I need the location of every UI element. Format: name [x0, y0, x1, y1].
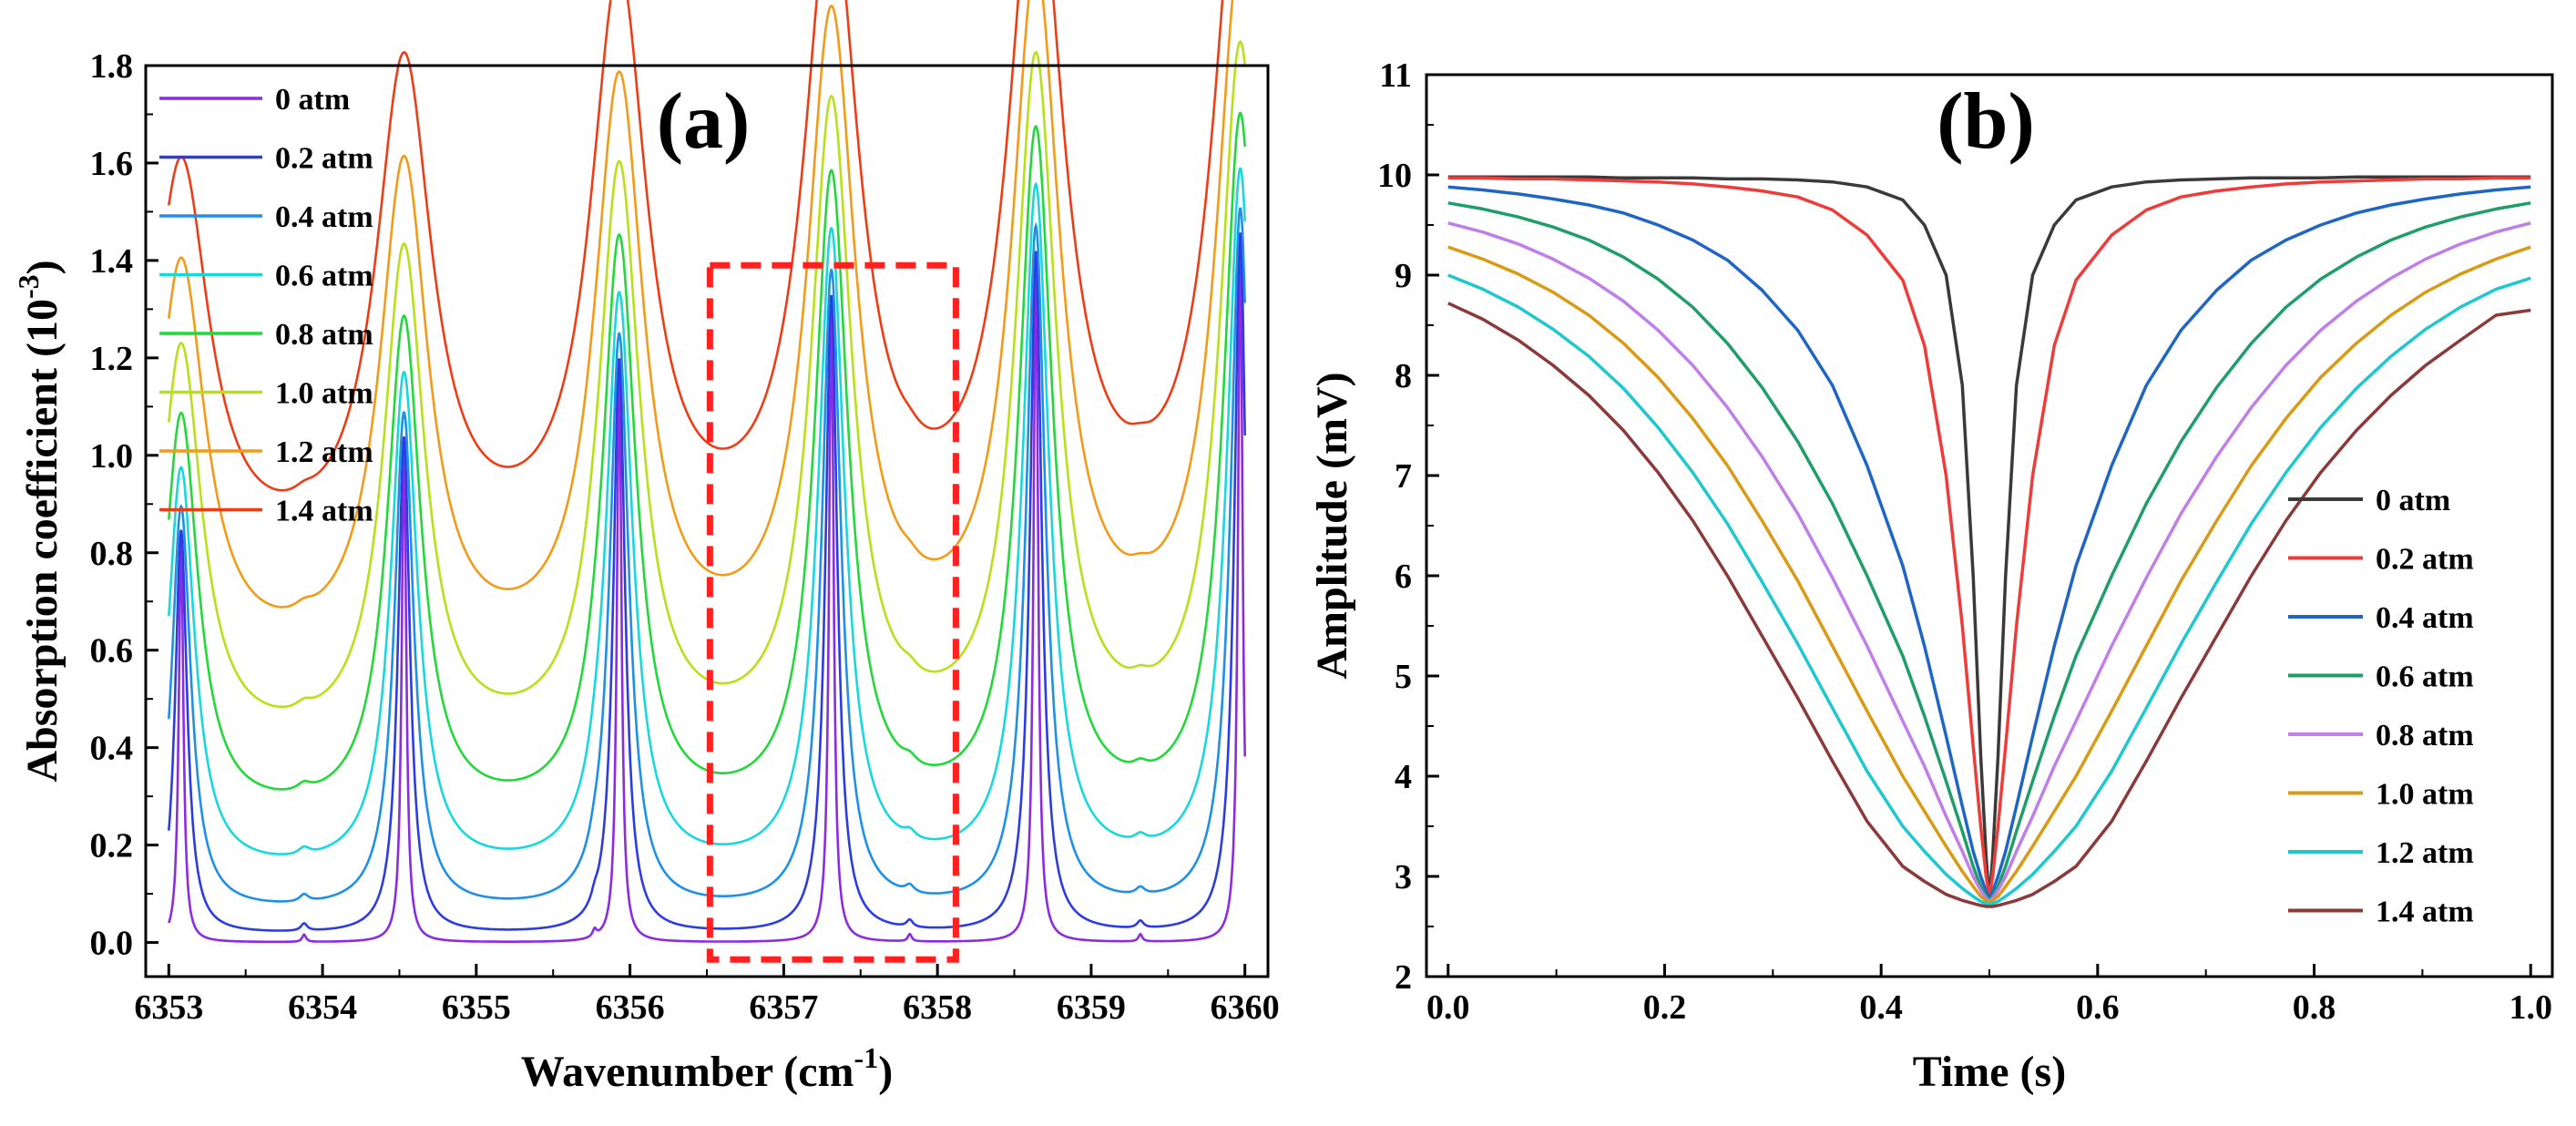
- chart-b-ytick-label: 9: [1395, 257, 1412, 295]
- chart-b-legend-label: 0.8 atm: [2376, 719, 2474, 752]
- chart-b-ticks: 0.0 0.2 0.4 0.6 0.8 1.0 2 3 4 5 6 7 8 9 10 11: [1377, 56, 2552, 1027]
- chart-a-ticks: 6353 6354 6355 6356 6357 6358 6359 6360 0.0 0.2 0.…: [90, 47, 1280, 1027]
- chart-b-ytick-label: 8: [1395, 357, 1412, 395]
- chart-b-ytick-label: 4: [1395, 758, 1412, 796]
- chart-a-xtick-label: 6358: [903, 988, 972, 1027]
- chart-a-ytick-label: 1.6: [90, 145, 134, 183]
- chart-a-panel-label: (a): [657, 77, 751, 166]
- chart-a-highlight-box: [706, 261, 959, 963]
- chart-b-legend: 0 atm 0.2 atm 0.4 atm 0.6 atm 0.8 atm 1.0 atm…: [2288, 484, 2474, 929]
- chart-a-xtick-label: 6359: [1057, 988, 1126, 1027]
- chart-b-ytick-label: 3: [1395, 858, 1412, 896]
- chart-b-legend-label: 0.4 atm: [2376, 601, 2474, 635]
- chart-b-ytick-label: 11: [1379, 56, 1412, 95]
- chart-b-ylabel: Amplitude (mV): [1308, 372, 1356, 679]
- chart-b-legend-label: 0.2 atm: [2376, 543, 2474, 577]
- chart-a-ytick-label: 1.4: [90, 242, 134, 281]
- chart-a-xtick-label: 6355: [442, 988, 511, 1027]
- chart-b-ytick-label: 2: [1395, 958, 1412, 997]
- chart-b-legend-label: 0.6 atm: [2376, 660, 2474, 694]
- chart-b-ytick-label: 7: [1395, 457, 1412, 496]
- chart-a-xtick-label: 6357: [749, 988, 818, 1027]
- chart-b-xtick-label: 0.2: [1643, 988, 1687, 1027]
- chart-a-ytick-label: 0.2: [90, 827, 134, 865]
- chart-a-xtick-label: 6356: [596, 988, 665, 1027]
- chart-a-xtick-label: 6354: [288, 988, 357, 1027]
- chart-a-legend-label: 0.2 atm: [275, 142, 373, 176]
- chart-a-legend-label: 1.2 atm: [275, 435, 373, 469]
- chart-b-legend-label: 0 atm: [2376, 484, 2450, 517]
- chart-a-series-line: [168, 0, 1234, 609]
- chart-b-ytick-label: 10: [1377, 157, 1412, 195]
- chart-b-series-line: [1447, 176, 2531, 898]
- chart-b-ytick-label: 6: [1395, 558, 1412, 596]
- chart-b-series-line: [1447, 175, 2531, 904]
- chart-b-xtick-label: 0.8: [2293, 988, 2336, 1027]
- chart-a-ytick-label: 1.0: [90, 437, 134, 476]
- chart-b-xtick-label: 0.4: [1859, 988, 1903, 1027]
- chart-a-legend-label: 0.4 atm: [275, 200, 373, 234]
- chart-b-panel-label: (b): [1937, 77, 2035, 166]
- chart-a-xlabel: Wavenumber (cm-1): [521, 1041, 893, 1096]
- chart-b-series-line: [1447, 273, 2531, 906]
- chart-b-legend-label: 1.4 atm: [2376, 896, 2474, 929]
- chart-a-xtick-label: 6353: [134, 988, 203, 1027]
- chart-b: 0.0 0.2 0.4 0.6 0.8 1.0 2 3 4 5 6 7 8 9 10 11 0 atm 0.2 …: [1308, 56, 2554, 1096]
- chart-a-legend-label: 1.0 atm: [275, 377, 373, 411]
- chart-b-series-line: [1447, 221, 2531, 904]
- chart-a-ytick-label: 0.0: [90, 925, 134, 963]
- chart-b-series-line: [1447, 302, 2531, 908]
- chart-a-ytick-label: 0.8: [90, 535, 134, 573]
- chart-b-xlabel: Time (s): [1913, 1048, 2066, 1096]
- chart-a-ytick-label: 1.8: [90, 47, 134, 86]
- chart-b-legend-label: 1.0 atm: [2376, 778, 2474, 812]
- chart-a-legend-label: 0 atm: [275, 83, 350, 117]
- chart-a-series-line: [168, 0, 1224, 492]
- chart-a-xtick-label: 6360: [1211, 988, 1280, 1027]
- chart-a: 6353 6354 6355 6356 6357 6358 6359 6360 0.0 0.2 0.…: [12, 0, 1280, 1096]
- chart-a-series-line: [168, 248, 1246, 944]
- chart-a-ytick-label: 0.4: [90, 730, 134, 768]
- chart-a-ylabel: Absorption coefficient (10-3): [12, 260, 66, 782]
- chart-b-series-line: [1447, 245, 2531, 905]
- chart-b-series-line: [1447, 201, 2531, 903]
- chart-a-ytick-label: 1.2: [90, 340, 134, 378]
- chart-a-legend-label: 1.4 atm: [275, 495, 373, 528]
- chart-b-xtick-label: 1.0: [2509, 988, 2552, 1027]
- chart-a-legend-label: 0.6 atm: [275, 260, 373, 293]
- chart-b-series-group: [1447, 175, 2531, 908]
- chart-b-xtick-label: 0.0: [1426, 988, 1470, 1027]
- chart-b-xtick-label: 0.6: [2076, 988, 2120, 1027]
- chart-b-legend-label: 1.2 atm: [2376, 836, 2474, 870]
- chart-a-legend-label: 0.8 atm: [275, 318, 373, 352]
- chart-a-legend: 0 atm 0.2 atm 0.4 atm 0.6 atm 0.8 atm 1.0 atm…: [159, 83, 373, 528]
- chart-a-ytick-label: 0.6: [90, 632, 134, 670]
- chart-b-ytick-label: 5: [1395, 658, 1412, 696]
